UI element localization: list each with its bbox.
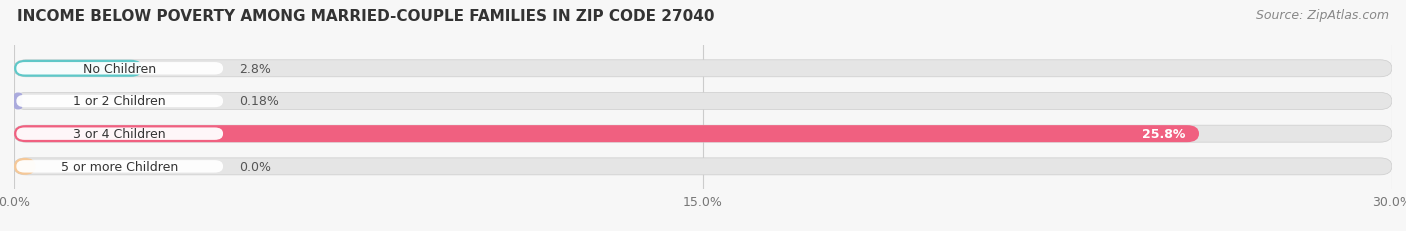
FancyBboxPatch shape <box>14 126 1199 143</box>
Text: 3 or 4 Children: 3 or 4 Children <box>73 128 166 140</box>
Text: No Children: No Children <box>83 63 156 76</box>
FancyBboxPatch shape <box>17 95 224 108</box>
Text: 5 or more Children: 5 or more Children <box>60 160 179 173</box>
Text: 1 or 2 Children: 1 or 2 Children <box>73 95 166 108</box>
FancyBboxPatch shape <box>17 128 224 140</box>
FancyBboxPatch shape <box>17 161 224 173</box>
Text: 25.8%: 25.8% <box>1142 128 1185 140</box>
FancyBboxPatch shape <box>14 93 1392 110</box>
FancyBboxPatch shape <box>14 158 1392 175</box>
FancyBboxPatch shape <box>14 61 142 77</box>
FancyBboxPatch shape <box>14 93 22 110</box>
Text: 2.8%: 2.8% <box>239 63 271 76</box>
FancyBboxPatch shape <box>17 63 224 75</box>
FancyBboxPatch shape <box>14 126 1392 143</box>
Text: INCOME BELOW POVERTY AMONG MARRIED-COUPLE FAMILIES IN ZIP CODE 27040: INCOME BELOW POVERTY AMONG MARRIED-COUPL… <box>17 9 714 24</box>
Text: 0.18%: 0.18% <box>239 95 278 108</box>
Text: 0.0%: 0.0% <box>239 160 271 173</box>
Text: Source: ZipAtlas.com: Source: ZipAtlas.com <box>1256 9 1389 22</box>
FancyBboxPatch shape <box>14 61 1392 77</box>
FancyBboxPatch shape <box>14 158 35 175</box>
